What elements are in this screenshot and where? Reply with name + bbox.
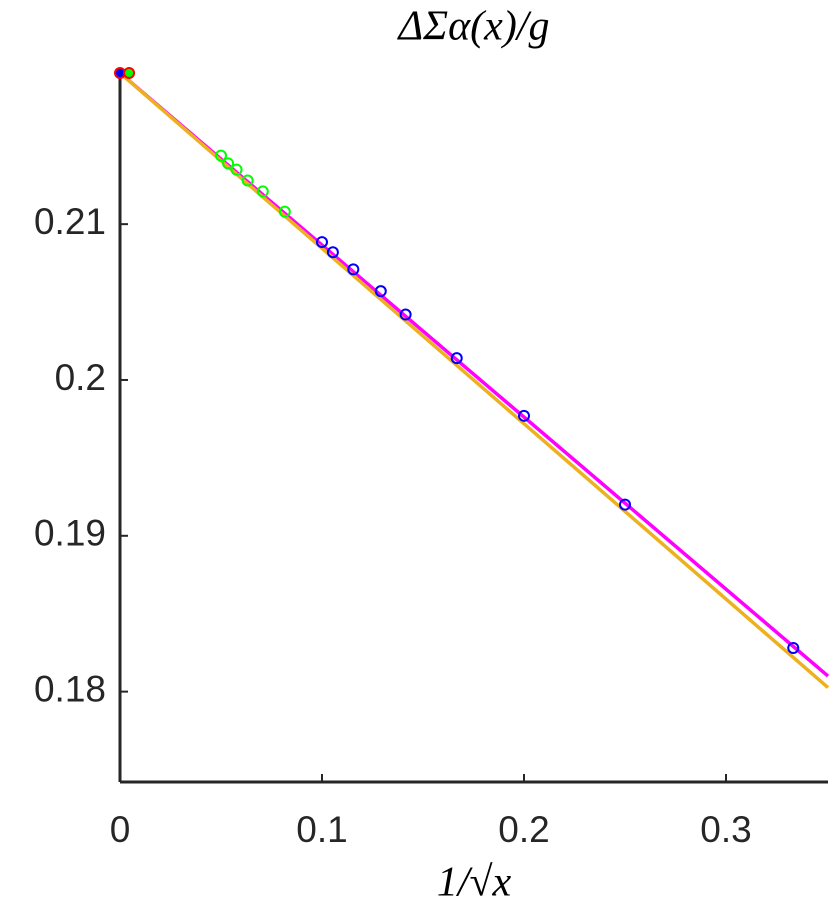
data-point	[214, 149, 227, 162]
fit-line	[118, 71, 830, 689]
data-point	[315, 236, 328, 249]
data-point	[123, 67, 136, 79]
data-point	[374, 285, 387, 298]
y-tick-label: 0.2	[55, 357, 106, 398]
data-point	[517, 409, 530, 422]
data-point	[326, 246, 339, 259]
data-point	[787, 641, 800, 654]
data-point	[230, 163, 243, 176]
y-tick-label: 0.21	[34, 201, 106, 242]
data-point	[618, 498, 631, 511]
data-point	[347, 263, 360, 276]
data-point	[399, 308, 412, 321]
y-tick-label: 0.18	[34, 668, 106, 709]
data-point	[256, 185, 269, 198]
data-point	[222, 157, 235, 170]
data-point	[241, 174, 254, 187]
x-tick-label: 0.1	[296, 809, 347, 850]
x-tick-label: 0.3	[700, 809, 751, 850]
x-axis-label: 1/√x	[437, 860, 512, 906]
x-tick-label: 0.2	[498, 809, 549, 850]
data-point	[450, 352, 463, 365]
y-tick-label: 0.19	[34, 513, 106, 554]
data-point	[278, 205, 291, 218]
x-tick-label: 0	[110, 809, 131, 850]
chart-title: ΔΣα(x)/g	[397, 4, 550, 50]
